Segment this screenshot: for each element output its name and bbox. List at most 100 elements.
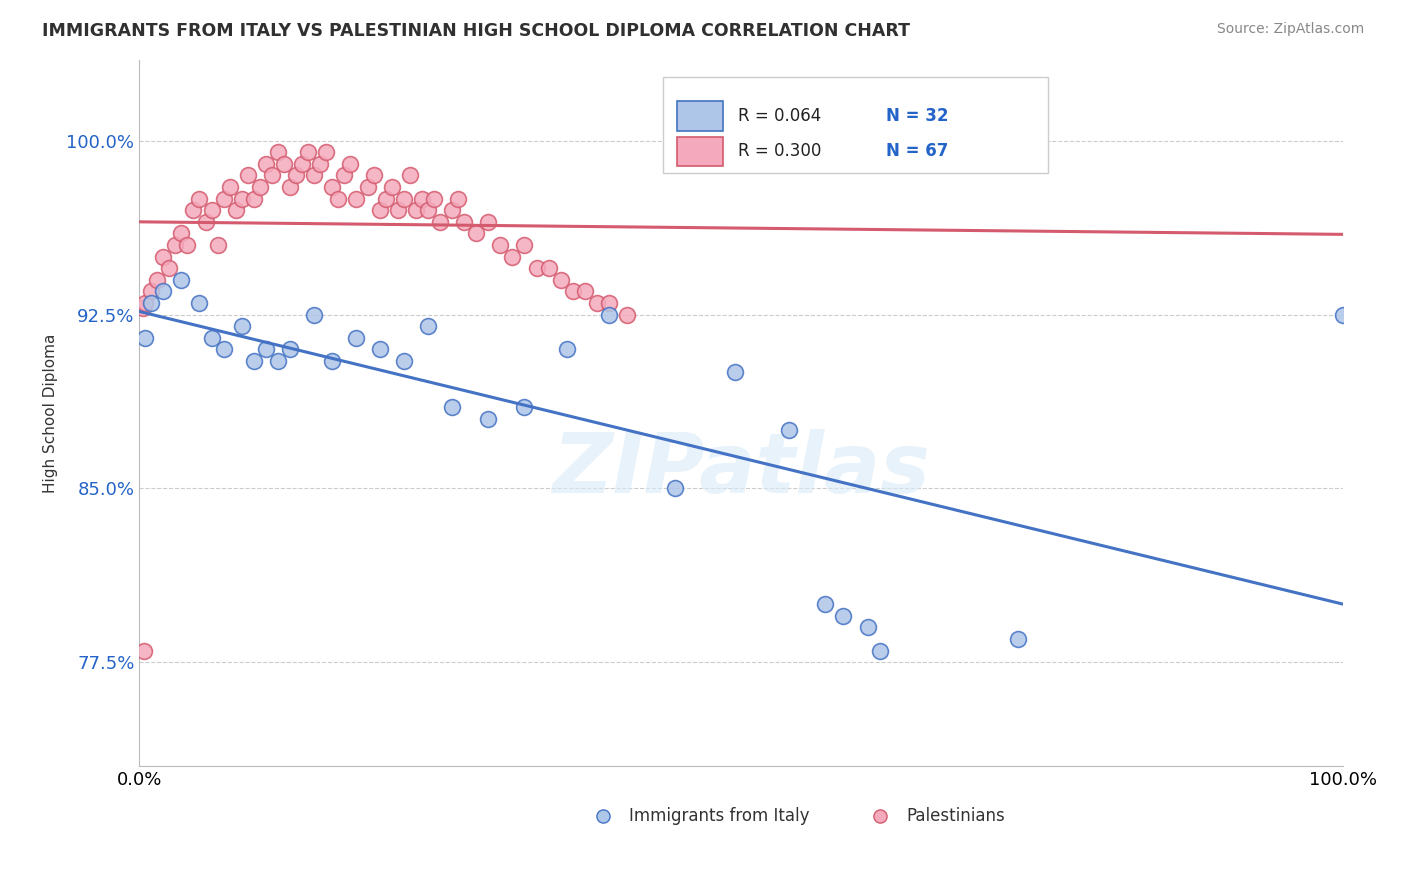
Point [441,401,464,415]
Point [254,343,277,357]
Point [585,296,607,310]
Point [141,285,163,299]
Point [357,180,380,194]
Text: Palestinians: Palestinians [905,807,1005,825]
Point [218,180,240,194]
Point [856,620,879,634]
Point [453,215,475,229]
Point [598,308,620,322]
Y-axis label: High School Diploma: High School Diploma [44,334,58,492]
Text: Immigrants from Italy: Immigrants from Italy [630,807,810,825]
Point [501,250,523,264]
Point [513,401,536,415]
Point [392,354,415,368]
Point [170,227,193,241]
Point [381,180,404,194]
Text: R = 0.064: R = 0.064 [738,107,821,125]
Point [869,643,891,657]
Point [132,301,155,315]
Point [418,203,440,218]
Point [165,238,187,252]
Point [188,192,211,206]
Point [423,192,446,206]
Point [176,238,198,252]
FancyBboxPatch shape [662,78,1047,173]
Point [212,192,235,206]
Point [225,203,247,218]
Point [236,169,259,183]
Point [291,157,314,171]
Point [598,296,620,310]
Point [387,203,409,218]
Point [170,273,193,287]
Text: IMMIGRANTS FROM ITALY VS PALESTINIAN HIGH SCHOOL DIPLOMA CORRELATION CHART: IMMIGRANTS FROM ITALY VS PALESTINIAN HIG… [42,22,910,40]
Point [368,203,391,218]
Point [302,308,325,322]
Point [254,157,277,171]
Point [273,157,295,171]
Point [477,412,499,426]
Point [405,203,427,218]
Point [537,261,560,276]
Point [344,192,367,206]
Point [242,354,264,368]
Point [363,169,385,183]
Point [411,192,433,206]
Point [574,285,596,299]
Point [242,192,264,206]
Point [399,169,422,183]
Point [778,423,800,437]
Point [146,273,169,287]
Point [724,366,747,380]
Point [1331,308,1354,322]
Point [194,215,217,229]
Point [465,227,488,241]
Bar [678,102,723,131]
Point [231,319,253,334]
Point [1007,632,1029,646]
Point [284,169,307,183]
Point [278,180,301,194]
Text: R = 0.300: R = 0.300 [738,143,821,161]
Point [308,157,330,171]
Point [157,261,180,276]
Point [616,308,638,322]
Point [664,481,686,495]
Point [489,238,512,252]
Point [297,145,319,160]
Point [134,296,156,310]
Point [231,192,253,206]
Point [267,145,290,160]
Point [392,192,415,206]
Point [814,597,837,611]
Text: ZIPatlas: ZIPatlas [553,429,929,510]
Point [267,354,290,368]
Point [441,203,464,218]
Point [447,192,470,206]
Point [832,608,855,623]
Point [200,331,222,345]
Point [429,215,451,229]
Point [339,157,361,171]
Point [477,215,499,229]
Point [513,238,536,252]
Point [368,343,391,357]
Point [188,296,211,310]
Text: N = 32: N = 32 [886,107,948,125]
Point [326,192,349,206]
Point [561,285,583,299]
Point [260,169,283,183]
Point [183,203,205,218]
Point [134,643,156,657]
Point [344,331,367,345]
Point [249,180,271,194]
Point [152,285,174,299]
Point [302,169,325,183]
Bar [678,136,723,166]
Point [152,250,174,264]
Text: N = 67: N = 67 [886,143,948,161]
Point [315,145,337,160]
Point [418,319,440,334]
Point [134,331,156,345]
Point [200,203,222,218]
